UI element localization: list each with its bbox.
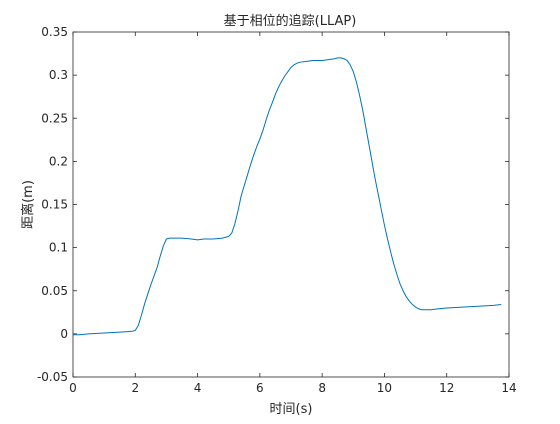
y-axis-label: 距离(m) xyxy=(20,180,36,229)
y-tick-label: 0.2 xyxy=(49,154,68,168)
x-tick-label: 8 xyxy=(318,381,326,395)
x-tick-label: 6 xyxy=(256,381,264,395)
y-tick-label: 0.05 xyxy=(41,284,68,298)
x-tick-label: 10 xyxy=(377,381,392,395)
y-axis-ticks: -0.05 0 0.05 0.1 0.15 0.2 0.25 0.3 0.35 xyxy=(37,25,509,384)
x-axis-ticks: 0 2 4 6 8 10 12 14 xyxy=(69,32,517,395)
y-tick-label: 0.25 xyxy=(41,111,68,125)
x-axis-label: 时间(s) xyxy=(270,402,313,417)
x-tick-label: 12 xyxy=(439,381,454,395)
plot-area xyxy=(72,31,510,378)
y-tick-label: 0.35 xyxy=(41,25,68,39)
y-tick-label: 0.15 xyxy=(41,198,68,212)
x-tick-label: 4 xyxy=(194,381,202,395)
y-tick-label: 0.3 xyxy=(49,68,68,82)
y-tick-label: 0 xyxy=(60,327,68,341)
y-tick-label: -0.05 xyxy=(37,370,68,384)
chart-title: 基于相位的追踪(LLAP) xyxy=(224,13,357,29)
y-tick-label: 0.1 xyxy=(49,241,68,255)
data-series-line xyxy=(73,57,502,336)
x-tick-label: 0 xyxy=(69,381,77,395)
x-tick-label: 2 xyxy=(131,381,139,395)
x-tick-label: 14 xyxy=(501,381,516,395)
